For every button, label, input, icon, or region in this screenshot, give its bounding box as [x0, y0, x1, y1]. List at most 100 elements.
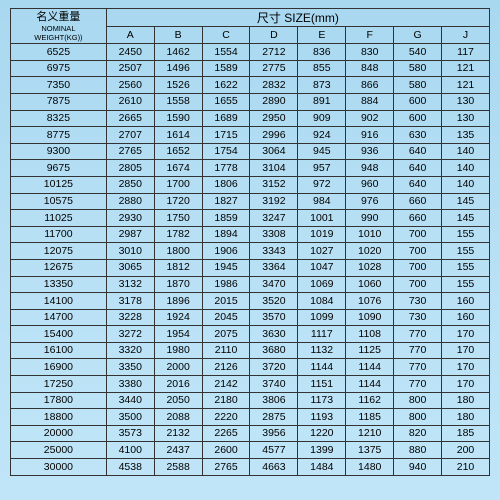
- cell-C: 1859: [202, 210, 250, 227]
- cell-A: 2805: [106, 160, 154, 177]
- cell-G: 800: [394, 392, 442, 409]
- cell-J: 145: [442, 193, 490, 210]
- cell-D: 3104: [250, 160, 298, 177]
- cell-C: 1689: [202, 110, 250, 127]
- cell-A: 2450: [106, 44, 154, 61]
- cell-D: 2890: [250, 93, 298, 110]
- cell-C: 2045: [202, 309, 250, 326]
- cell-weight: 17250: [11, 376, 107, 393]
- cell-B: 1720: [154, 193, 202, 210]
- cell-G: 640: [394, 176, 442, 193]
- cell-B: 2588: [154, 459, 202, 476]
- cell-E: 873: [298, 77, 346, 94]
- cell-G: 660: [394, 193, 442, 210]
- cell-J: 200: [442, 442, 490, 459]
- column-header-G: G: [394, 27, 442, 44]
- table-row: 1102529301750185932471001990660145: [11, 210, 490, 227]
- cell-C: 1906: [202, 243, 250, 260]
- table-row: 16100332019802110368011321125770170: [11, 342, 490, 359]
- table-row: 17250338020162142374011511144770170: [11, 376, 490, 393]
- cell-G: 540: [394, 44, 442, 61]
- cell-F: 1108: [346, 326, 394, 343]
- table-row: 69752507149615892775855848580121: [11, 60, 490, 77]
- table-row: 20000357321322265395612201210820185: [11, 425, 490, 442]
- cell-B: 1954: [154, 326, 202, 343]
- cell-B: 1614: [154, 127, 202, 144]
- cell-J: 155: [442, 226, 490, 243]
- column-header-C: C: [202, 27, 250, 44]
- header-nominal-en1: NOMINAL: [11, 24, 106, 33]
- column-header-J: J: [442, 27, 490, 44]
- cell-C: 1894: [202, 226, 250, 243]
- cell-G: 820: [394, 425, 442, 442]
- cell-E: 945: [298, 143, 346, 160]
- cell-G: 580: [394, 60, 442, 77]
- cell-E: 1001: [298, 210, 346, 227]
- cell-G: 660: [394, 210, 442, 227]
- column-header-E: E: [298, 27, 346, 44]
- cell-F: 884: [346, 93, 394, 110]
- cell-A: 3228: [106, 309, 154, 326]
- cell-F: 916: [346, 127, 394, 144]
- cell-C: 2015: [202, 293, 250, 310]
- table-row: 12075301018001906334310271020700155: [11, 243, 490, 260]
- cell-J: 140: [442, 176, 490, 193]
- cell-D: 3720: [250, 359, 298, 376]
- header-nominal: 名义重量 NOMINAL WEIGHT(KG)): [11, 9, 107, 44]
- cell-F: 936: [346, 143, 394, 160]
- cell-weight: 20000: [11, 425, 107, 442]
- cell-J: 130: [442, 93, 490, 110]
- cell-C: 1778: [202, 160, 250, 177]
- cell-J: 170: [442, 326, 490, 343]
- size-table: 名义重量 NOMINAL WEIGHT(KG)) 尺寸 SIZE(mm) ABC…: [10, 8, 490, 476]
- cell-J: 155: [442, 259, 490, 276]
- header-nominal-en2: WEIGHT(KG)): [11, 33, 106, 42]
- table-row: 83252665159016892950909902600130: [11, 110, 490, 127]
- cell-B: 1896: [154, 293, 202, 310]
- cell-C: 1715: [202, 127, 250, 144]
- cell-F: 1144: [346, 376, 394, 393]
- cell-weight: 11025: [11, 210, 107, 227]
- cell-B: 1462: [154, 44, 202, 61]
- cell-E: 1173: [298, 392, 346, 409]
- cell-A: 4100: [106, 442, 154, 459]
- cell-A: 2765: [106, 143, 154, 160]
- cell-C: 2075: [202, 326, 250, 343]
- table-row: 105752880172018273192984976660145: [11, 193, 490, 210]
- cell-A: 3380: [106, 376, 154, 393]
- cell-F: 1144: [346, 359, 394, 376]
- cell-G: 630: [394, 127, 442, 144]
- cell-G: 640: [394, 160, 442, 177]
- cell-E: 1117: [298, 326, 346, 343]
- cell-weight: 25000: [11, 442, 107, 459]
- cell-B: 1652: [154, 143, 202, 160]
- cell-G: 580: [394, 77, 442, 94]
- cell-F: 1375: [346, 442, 394, 459]
- cell-weight: 9300: [11, 143, 107, 160]
- cell-C: 2220: [202, 409, 250, 426]
- cell-B: 1750: [154, 210, 202, 227]
- cell-weight: 15400: [11, 326, 107, 343]
- cell-J: 185: [442, 425, 490, 442]
- cell-E: 1220: [298, 425, 346, 442]
- column-header-F: F: [346, 27, 394, 44]
- cell-F: 1028: [346, 259, 394, 276]
- cell-D: 3247: [250, 210, 298, 227]
- cell-B: 2016: [154, 376, 202, 393]
- cell-A: 3350: [106, 359, 154, 376]
- header-nominal-cn: 名义重量: [11, 11, 106, 24]
- cell-F: 1076: [346, 293, 394, 310]
- cell-J: 121: [442, 77, 490, 94]
- cell-B: 1782: [154, 226, 202, 243]
- cell-F: 1162: [346, 392, 394, 409]
- cell-J: 135: [442, 127, 490, 144]
- cell-E: 984: [298, 193, 346, 210]
- table-row: 87752707161417152996924916630135: [11, 127, 490, 144]
- cell-A: 2930: [106, 210, 154, 227]
- cell-J: 130: [442, 110, 490, 127]
- cell-J: 210: [442, 459, 490, 476]
- cell-weight: 11700: [11, 226, 107, 243]
- cell-F: 960: [346, 176, 394, 193]
- cell-weight: 8325: [11, 110, 107, 127]
- cell-D: 2832: [250, 77, 298, 94]
